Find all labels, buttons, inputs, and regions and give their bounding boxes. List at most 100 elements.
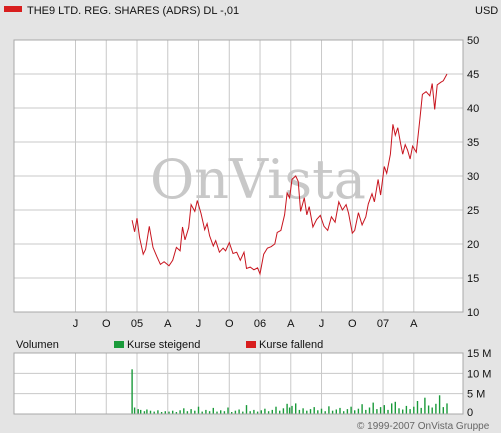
volume-bar xyxy=(175,412,178,414)
volume-bar xyxy=(387,409,389,414)
volume-bar xyxy=(354,410,356,414)
price-x-tick-label: 07 xyxy=(377,318,389,330)
volume-bar xyxy=(205,409,207,414)
volume-bar xyxy=(306,410,308,414)
volume-bar xyxy=(320,408,323,414)
price-x-tick-label: O xyxy=(348,318,357,330)
currency-label: USD xyxy=(475,5,498,17)
volume-bar xyxy=(431,407,433,414)
price-y-tick-label: 10 xyxy=(467,307,479,319)
legend-down-label: Kurse fallend xyxy=(259,339,323,351)
volume-bar xyxy=(350,406,352,414)
volume-bar xyxy=(339,407,341,414)
copyright-text: © 1999-2007 OnVista Gruppe xyxy=(357,421,490,432)
legend-swatch-down xyxy=(246,341,256,348)
volume-y-tick-labels: 0 5 M 10 M 15 M xyxy=(467,348,491,419)
volume-bar xyxy=(295,403,297,414)
volume-bar xyxy=(346,409,349,414)
price-y-tick-label: 40 xyxy=(467,103,479,115)
price-y-tick-labels: 10 15 20 25 30 35 40 45 50 xyxy=(467,35,479,319)
volume-bar xyxy=(275,406,277,414)
volume-y-tick-label: 0 xyxy=(467,407,473,419)
volume-bar xyxy=(157,410,159,414)
volume-bar xyxy=(194,410,196,414)
volume-bar xyxy=(133,407,136,414)
volume-bar xyxy=(264,408,266,414)
volume-bar xyxy=(282,408,285,414)
volume-bar xyxy=(201,411,203,414)
price-plot-border xyxy=(13,39,464,313)
volume-bar xyxy=(357,408,360,414)
volume-y-tick-label: 15 M xyxy=(467,348,491,360)
volume-bar xyxy=(271,409,273,414)
volume-bar xyxy=(238,409,240,414)
volume-plot-border xyxy=(13,352,464,415)
volume-bar xyxy=(391,403,393,414)
price-x-tick-label: 05 xyxy=(131,318,143,330)
volume-bar xyxy=(331,410,334,414)
volume-bar xyxy=(267,411,270,414)
volume-bar xyxy=(216,411,218,414)
volume-bar xyxy=(137,409,139,414)
volume-bar xyxy=(256,411,259,414)
legend-up-label: Kurse steigend xyxy=(127,339,200,351)
volume-bar xyxy=(146,409,148,414)
volume-bar xyxy=(420,407,422,414)
volume-bar xyxy=(383,405,385,414)
volume-bar xyxy=(140,409,142,414)
volume-bar xyxy=(317,410,319,414)
volume-title: Volumen xyxy=(16,339,59,351)
volume-bar xyxy=(442,407,444,414)
volume-bar xyxy=(376,409,378,414)
volume-bar xyxy=(365,409,367,414)
price-x-tick-label: J xyxy=(319,318,325,330)
volume-y-tick-label: 5 M xyxy=(467,389,485,401)
volume-bar xyxy=(231,412,233,414)
volume-bar xyxy=(149,410,152,414)
price-x-tick-label: 06 xyxy=(254,318,266,330)
volume-bar xyxy=(309,409,312,414)
volume-bar xyxy=(298,409,301,414)
price-y-tick-label: 35 xyxy=(467,137,479,149)
volume-bar xyxy=(179,410,181,414)
volume-bar xyxy=(409,409,411,414)
volume-bar xyxy=(398,408,400,414)
volume-bar xyxy=(143,411,146,414)
watermark: OnVista xyxy=(150,148,366,211)
price-y-tick-label: 45 xyxy=(467,69,479,81)
price-x-tick-label: O xyxy=(225,318,234,330)
volume-bar xyxy=(313,407,315,414)
price-x-tick-labels: J O 05 A J O 06 A J O 07 A xyxy=(73,318,418,330)
volume-bar xyxy=(413,406,415,414)
volume-y-tick-label: 10 M xyxy=(467,368,491,380)
price-x-tick-label: J xyxy=(73,318,79,330)
volume-bar xyxy=(416,401,419,414)
volume-bar xyxy=(279,410,281,414)
volume-bars xyxy=(131,369,448,414)
volume-bar xyxy=(172,410,174,414)
volume-bar xyxy=(190,409,192,414)
volume-bar xyxy=(168,411,170,414)
price-y-tick-label: 50 xyxy=(467,35,479,47)
volume-bar xyxy=(242,411,244,414)
volume-bar xyxy=(153,411,155,414)
price-y-tick-label: 20 xyxy=(467,239,479,251)
price-y-tick-label: 30 xyxy=(467,171,479,183)
volume-bar xyxy=(424,397,426,414)
volume-bar xyxy=(245,405,248,414)
price-x-tick-label: A xyxy=(287,318,295,330)
volume-plot-area xyxy=(14,353,463,414)
volume-bar xyxy=(446,403,448,414)
volume-bar xyxy=(435,403,437,414)
volume-bar xyxy=(324,411,326,414)
volume-bar xyxy=(286,403,288,414)
price-y-tick-label: 15 xyxy=(467,273,479,285)
price-x-tick-label: A xyxy=(410,318,418,330)
volume-bar xyxy=(131,369,133,414)
volume-bar xyxy=(208,411,211,414)
price-x-tick-label: O xyxy=(102,318,111,330)
volume-bar xyxy=(372,402,374,414)
volume-bar xyxy=(288,407,291,414)
